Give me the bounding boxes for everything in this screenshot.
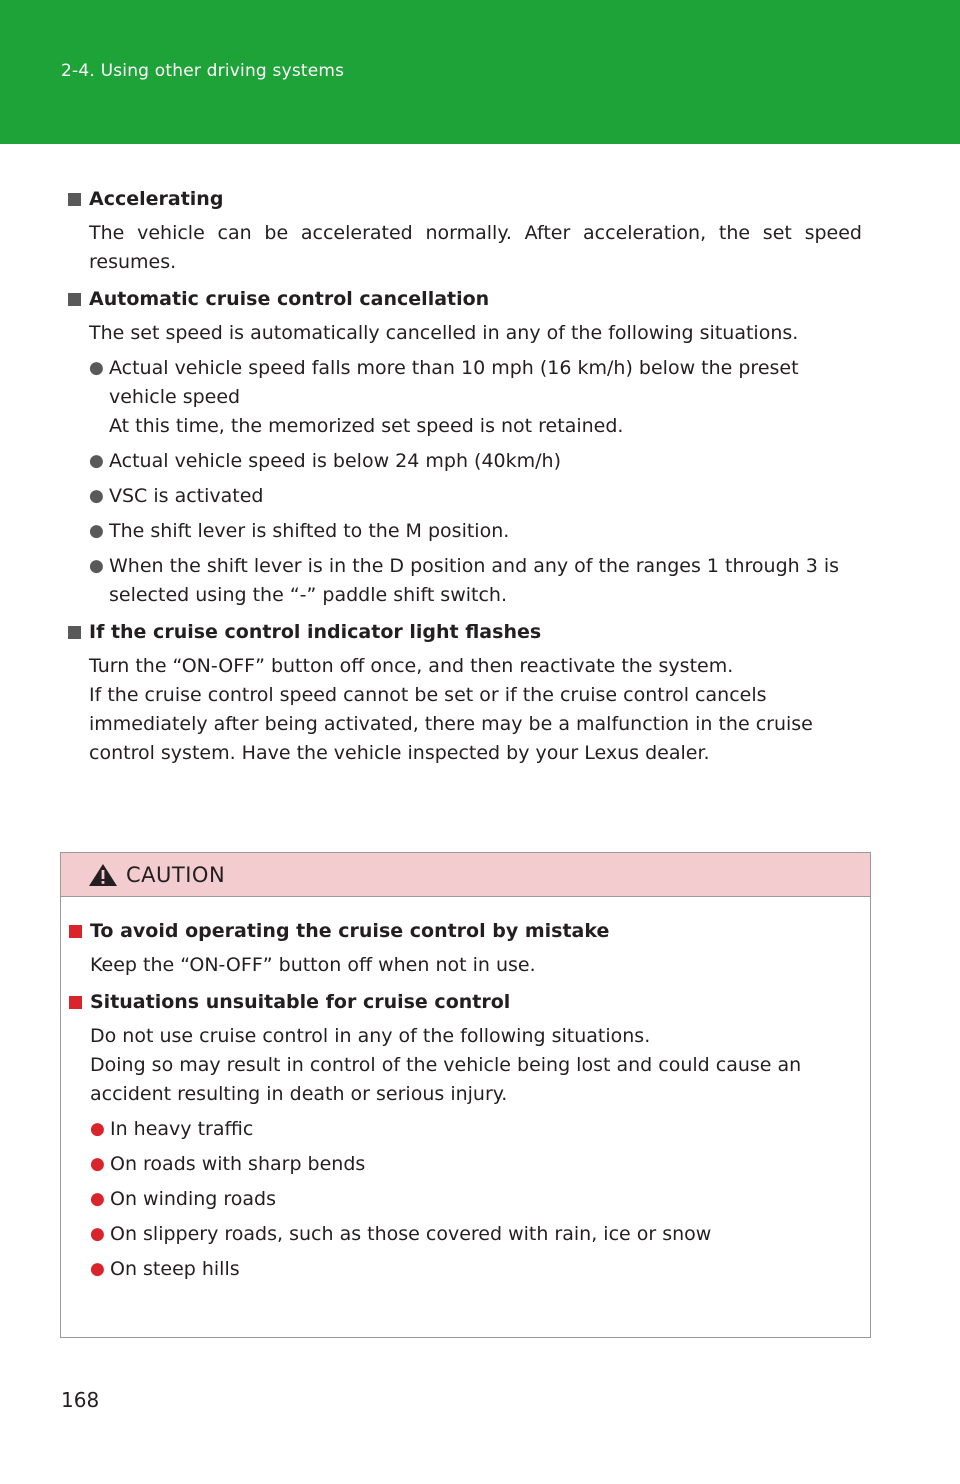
section-accelerating: Accelerating The vehicle can be accelera…: [68, 183, 862, 277]
circle-bullet-icon: ●: [89, 358, 104, 378]
circle-bullet-icon: ●: [90, 1119, 105, 1139]
section-heading: Accelerating: [89, 188, 224, 210]
square-bullet-icon: [69, 995, 82, 1009]
circle-bullet-icon: ●: [90, 1154, 105, 1174]
list-item: ● On roads with sharp bends: [90, 1150, 861, 1179]
section-heading: Automatic cruise control cancellation: [89, 288, 490, 310]
list-item: ● In heavy traffic: [90, 1115, 861, 1144]
square-bullet-icon: [68, 292, 81, 306]
list-item: ● When the shift lever is in the D posit…: [89, 552, 862, 610]
list-item: ● Actual vehicle speed falls more than 1…: [89, 354, 862, 441]
section-title: 2-4. Using other driving systems: [61, 61, 345, 81]
circle-bullet-icon: ●: [89, 556, 104, 576]
circle-bullet-icon: ●: [89, 486, 104, 506]
circle-bullet-icon: ●: [89, 521, 104, 541]
paragraph: Turn the “ON-OFF” button off once, and t…: [89, 655, 813, 764]
caution-heading: To avoid operating the cruise control by…: [90, 920, 610, 942]
section-indicator-flashes: If the cruise control indicator light fl…: [68, 616, 862, 768]
paragraph: Do not use cruise control in any of the …: [90, 1025, 802, 1105]
paragraph: The set speed is automatically cancelled…: [89, 322, 799, 344]
section-auto-cancel: Automatic cruise control cancellation Th…: [68, 283, 862, 610]
warning-triangle-icon: [89, 863, 117, 886]
list-item: ● Actual vehicle speed is below 24 mph (…: [89, 447, 862, 476]
circle-bullet-icon: ●: [90, 1189, 105, 1209]
list-item: ● The shift lever is shifted to the M po…: [89, 517, 862, 546]
caution-body: To avoid operating the cruise control by…: [61, 897, 861, 1284]
square-bullet-icon: [68, 192, 81, 206]
caution-heading: Situations unsuitable for cruise control: [90, 991, 511, 1013]
square-bullet-icon: [69, 924, 82, 938]
list-item: ● On winding roads: [90, 1185, 861, 1214]
caution-title: CAUTION: [126, 862, 226, 887]
header-bar: 2-4. Using other driving systems: [0, 0, 960, 144]
circle-bullet-icon: ●: [89, 451, 104, 471]
list-item: ● On steep hills: [90, 1255, 861, 1284]
paragraph: Keep the “ON-OFF” button off when not in…: [90, 954, 536, 976]
list-item: ● VSC is activated: [89, 482, 862, 511]
caution-header: CAUTION: [61, 853, 870, 897]
paragraph: The vehicle can be accelerated normally.…: [89, 222, 862, 273]
circle-bullet-icon: ●: [90, 1259, 105, 1279]
square-bullet-icon: [68, 625, 81, 639]
main-content: Accelerating The vehicle can be accelera…: [68, 183, 862, 774]
list-item: ● On slippery roads, such as those cover…: [90, 1220, 861, 1249]
page-number: 168: [61, 1388, 100, 1412]
caution-box: CAUTION To avoid operating the cruise co…: [60, 852, 871, 1338]
circle-bullet-icon: ●: [90, 1224, 105, 1244]
section-heading: If the cruise control indicator light fl…: [89, 621, 542, 643]
